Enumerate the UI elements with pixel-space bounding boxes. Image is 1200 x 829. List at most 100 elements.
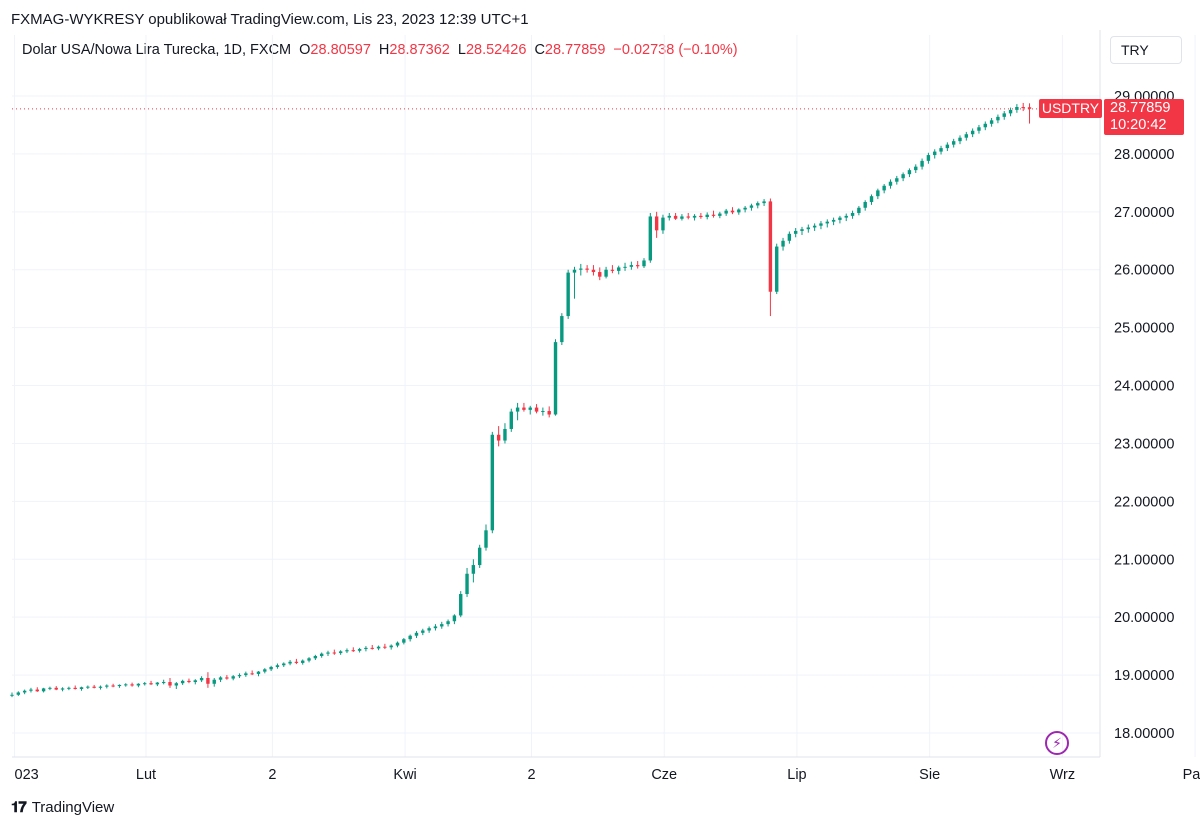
candle-body xyxy=(54,687,58,690)
symbol-description[interactable]: Dolar USA/Nowa Lira Turecka, 1D, FXCM xyxy=(22,42,292,58)
candle-body xyxy=(869,196,874,202)
candle-body xyxy=(939,148,943,152)
candle-body xyxy=(635,265,640,267)
y-tick-label: 20.00000 xyxy=(1114,610,1174,626)
candle-body xyxy=(282,663,286,666)
x-tick-label: Lut xyxy=(136,767,156,783)
candle-body xyxy=(692,215,697,218)
candle-body xyxy=(250,673,254,675)
candle-body xyxy=(471,565,476,574)
candle-body xyxy=(958,137,962,142)
candle-body xyxy=(35,689,39,692)
candle-body xyxy=(882,185,886,191)
x-tick-label: 2 xyxy=(268,767,276,783)
candle-body xyxy=(591,269,596,273)
candle-body xyxy=(983,123,987,128)
candle-body xyxy=(168,682,172,686)
y-tick-label: 19.00000 xyxy=(1114,668,1174,684)
candle-body xyxy=(553,342,558,415)
candle-body xyxy=(560,316,564,343)
y-tick-label: 22.00000 xyxy=(1114,494,1174,510)
candle-body xyxy=(313,655,318,659)
candles xyxy=(10,102,1032,698)
high-label: H xyxy=(378,42,390,58)
candle-body xyxy=(408,635,412,640)
y-tick-label: 21.00000 xyxy=(1114,552,1174,568)
y-tick-label: 25.00000 xyxy=(1114,321,1174,337)
candle-body xyxy=(680,216,684,219)
candle-body xyxy=(1002,113,1006,117)
candle-body xyxy=(459,594,463,616)
candle-body xyxy=(920,160,924,167)
candle-body xyxy=(1015,107,1019,110)
candle-body xyxy=(547,411,551,415)
candle-body xyxy=(724,210,728,214)
time-axis[interactable]: 023Lut2Kwi2CzeLipSieWrzPaźLisGru xyxy=(12,756,1200,783)
candle-body xyxy=(730,210,735,213)
candle-body xyxy=(585,268,589,270)
last-price-tag: 28.77859 10:20:42 xyxy=(1104,99,1184,135)
candle-body xyxy=(775,246,779,292)
candle-body xyxy=(477,547,482,566)
candle-body xyxy=(465,573,469,595)
candle-body xyxy=(117,684,122,687)
last-price-value: 28.77859 xyxy=(1110,100,1171,116)
candle-body xyxy=(307,658,311,661)
candle-body xyxy=(901,174,905,179)
y-tick-label: 24.00000 xyxy=(1114,379,1174,395)
candle-body xyxy=(86,686,90,688)
candle-body xyxy=(888,181,893,186)
candle-body xyxy=(604,269,608,277)
candle-body xyxy=(124,684,128,686)
tradingview-logo[interactable]: 𝟏𝟕 TradingView xyxy=(11,799,114,816)
candle-body xyxy=(806,227,811,230)
candle-body xyxy=(781,240,785,247)
candle-body xyxy=(402,639,406,643)
candle-body xyxy=(951,141,956,145)
candle-body xyxy=(60,688,65,690)
candle-body xyxy=(244,673,248,676)
candle-body xyxy=(269,666,273,670)
candle-body xyxy=(155,682,160,685)
y-tick-label: 28.00000 xyxy=(1114,147,1174,163)
candle-body xyxy=(395,642,400,646)
candle-body xyxy=(667,215,671,218)
candle-body xyxy=(414,632,419,636)
x-tick-label: Lip xyxy=(787,767,806,783)
candle-body xyxy=(617,267,621,271)
currency-button[interactable]: TRY xyxy=(1110,36,1182,64)
candle-body xyxy=(945,144,950,149)
candle-body xyxy=(673,215,678,219)
candle-body xyxy=(964,134,969,138)
candle-body xyxy=(762,201,766,204)
candle-body xyxy=(933,151,937,156)
lightning-icon[interactable]: ⚡ xyxy=(1045,731,1069,755)
candle-body xyxy=(907,170,912,175)
x-tick-label: Kwi xyxy=(393,767,416,783)
candle-body xyxy=(136,683,141,686)
candle-body xyxy=(1021,107,1025,109)
candle-body xyxy=(338,651,343,654)
candle-body xyxy=(187,680,191,683)
candle-body xyxy=(711,214,716,216)
candle-body xyxy=(105,685,109,687)
price-axis[interactable]: 18.00000 19.00000 20.00000 21.00000 22.00000… xyxy=(1099,30,1174,757)
high-value: 28.87362 xyxy=(389,42,450,58)
candle-body xyxy=(970,130,975,135)
candle-body xyxy=(79,687,84,689)
x-tick-label: Wrz xyxy=(1050,767,1076,783)
candle-body xyxy=(572,269,577,273)
candle-body xyxy=(793,230,798,234)
candle-body xyxy=(332,652,337,654)
candle-body xyxy=(10,694,14,696)
candle-body xyxy=(212,679,216,684)
candle-body xyxy=(534,407,539,412)
candle-body xyxy=(29,689,33,691)
candle-body xyxy=(895,178,899,182)
candle-body xyxy=(389,645,393,648)
candle-body xyxy=(522,407,526,410)
candle-body xyxy=(490,434,495,531)
candle-body xyxy=(345,650,349,652)
